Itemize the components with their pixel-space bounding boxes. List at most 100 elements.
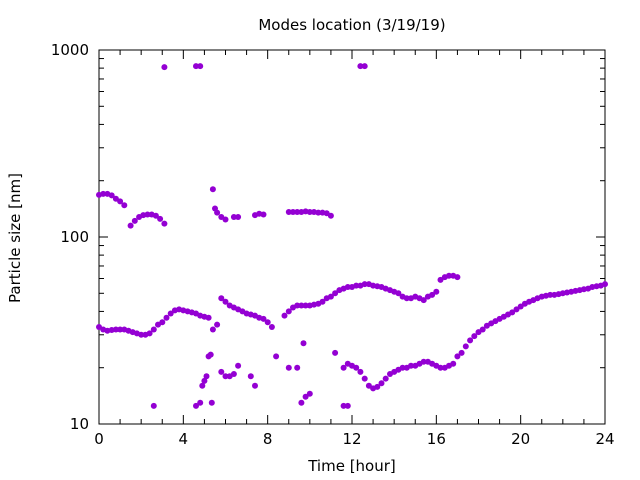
data-point bbox=[247, 373, 254, 380]
data-point bbox=[230, 371, 237, 377]
data-point bbox=[205, 314, 212, 321]
y-tick-label: 1000 bbox=[51, 41, 89, 59]
data-point bbox=[306, 390, 313, 397]
data-point bbox=[203, 373, 210, 380]
data-point bbox=[138, 331, 145, 338]
data-point bbox=[332, 290, 339, 297]
data-point bbox=[146, 330, 153, 337]
data-point bbox=[121, 202, 128, 209]
data-point bbox=[273, 353, 280, 360]
data-point bbox=[150, 402, 157, 409]
data-point bbox=[268, 324, 275, 330]
x-axis-label: Time [hour] bbox=[307, 457, 396, 475]
data-point bbox=[285, 364, 292, 371]
y-tick-label: 100 bbox=[60, 228, 89, 246]
data-point bbox=[327, 212, 334, 219]
data-point bbox=[222, 373, 229, 380]
data-point bbox=[298, 399, 305, 406]
data-point bbox=[197, 399, 204, 406]
data-point bbox=[361, 63, 368, 70]
data-point bbox=[361, 375, 368, 382]
data-point bbox=[353, 282, 360, 289]
data-point bbox=[214, 209, 221, 216]
data-point bbox=[450, 360, 457, 367]
data-point bbox=[127, 222, 134, 229]
data-point bbox=[117, 198, 124, 205]
data-point bbox=[157, 215, 164, 222]
data-point bbox=[340, 402, 347, 409]
data-point bbox=[357, 368, 364, 375]
data-point bbox=[235, 362, 242, 369]
data-point bbox=[252, 382, 258, 389]
data-point bbox=[361, 281, 368, 288]
data-point bbox=[471, 333, 478, 340]
data-point bbox=[340, 364, 347, 371]
data-point bbox=[399, 364, 406, 371]
data-point bbox=[437, 364, 444, 371]
axis-ticks bbox=[98, 49, 606, 425]
chart-title: Modes location (3/19/19) bbox=[258, 16, 445, 34]
y-tick-label: 10 bbox=[70, 415, 89, 433]
data-point bbox=[395, 290, 402, 297]
data-point bbox=[100, 190, 107, 197]
data-point bbox=[214, 321, 221, 328]
data-point bbox=[315, 209, 322, 216]
data-point bbox=[285, 209, 292, 215]
data-point bbox=[332, 349, 339, 356]
data-point bbox=[513, 306, 520, 313]
data-point bbox=[208, 399, 215, 406]
data-point bbox=[353, 364, 360, 371]
data-point bbox=[197, 63, 204, 70]
data-point bbox=[319, 298, 326, 305]
data-point bbox=[199, 382, 206, 389]
x-tick-label: 12 bbox=[342, 430, 361, 448]
data-point bbox=[281, 312, 288, 319]
data-point bbox=[467, 337, 474, 344]
data-point bbox=[378, 380, 385, 387]
data-point bbox=[161, 220, 168, 227]
data-points bbox=[96, 63, 608, 409]
data-point bbox=[144, 211, 151, 218]
data-point bbox=[290, 209, 296, 215]
data-point bbox=[218, 368, 225, 375]
data-point bbox=[306, 209, 313, 215]
data-point bbox=[222, 298, 229, 305]
x-tick-label: 0 bbox=[94, 430, 104, 448]
data-point bbox=[201, 377, 208, 384]
data-point bbox=[420, 358, 427, 365]
data-point bbox=[454, 353, 461, 360]
data-point bbox=[260, 315, 267, 322]
data-point bbox=[344, 402, 351, 409]
data-point bbox=[294, 364, 301, 371]
x-tick-label: 4 bbox=[179, 430, 189, 448]
y-axis-label: Particle size [nm] bbox=[6, 173, 24, 303]
data-point bbox=[131, 217, 138, 224]
x-tick-label: 16 bbox=[427, 430, 446, 448]
data-point bbox=[344, 284, 351, 290]
data-point bbox=[479, 326, 486, 333]
data-point bbox=[300, 340, 307, 347]
data-point bbox=[294, 209, 301, 215]
x-tick-label: 8 bbox=[263, 430, 273, 448]
data-point bbox=[547, 291, 554, 298]
data-point bbox=[433, 288, 440, 295]
data-point bbox=[446, 272, 452, 279]
data-point bbox=[193, 63, 199, 70]
data-point bbox=[159, 319, 166, 326]
data-point bbox=[150, 326, 157, 333]
x-tick-label: 24 bbox=[595, 430, 614, 448]
data-point bbox=[437, 276, 444, 283]
data-point bbox=[230, 214, 237, 220]
data-point bbox=[167, 310, 174, 317]
data-point bbox=[285, 308, 292, 315]
data-point bbox=[357, 63, 364, 70]
data-point bbox=[408, 362, 414, 369]
data-point bbox=[161, 64, 168, 71]
data-point bbox=[117, 326, 124, 333]
data-point bbox=[163, 314, 170, 321]
data-point bbox=[193, 402, 199, 409]
data-point bbox=[152, 212, 159, 219]
data-point bbox=[509, 309, 516, 316]
data-point bbox=[209, 186, 216, 193]
data-point bbox=[264, 319, 271, 326]
